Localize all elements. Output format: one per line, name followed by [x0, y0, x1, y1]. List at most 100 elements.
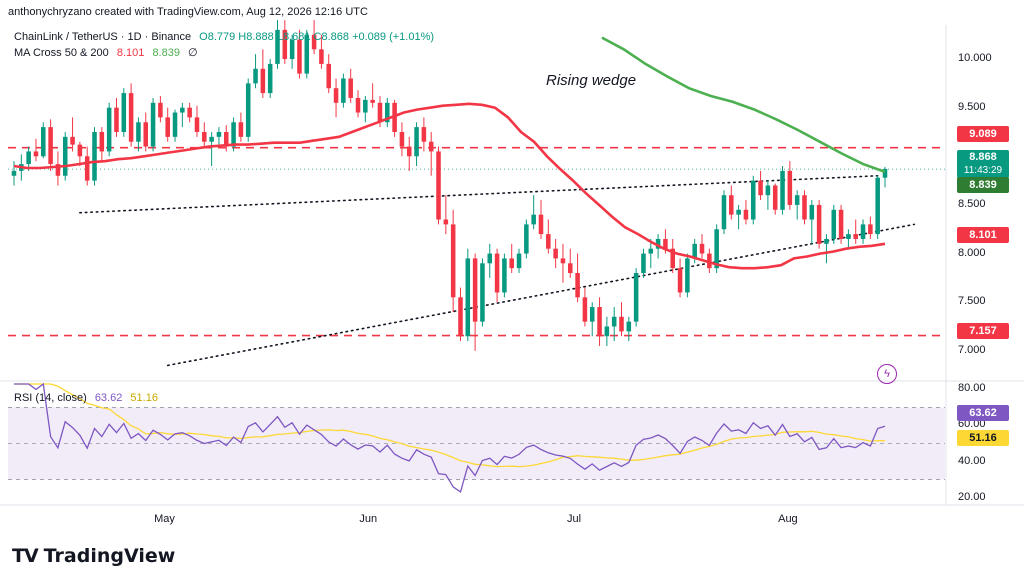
wedge-lower-trendline	[166, 223, 916, 367]
candle-body	[816, 204, 822, 244]
rsi-line	[14, 382, 886, 493]
candle-body	[604, 326, 610, 337]
candle-body	[663, 238, 668, 249]
ma200-line	[601, 36, 886, 174]
candle-body	[860, 224, 866, 239]
candle-body	[729, 195, 734, 215]
candle-body	[165, 117, 170, 137]
flash-icon[interactable]: ϟ	[877, 364, 897, 384]
candle-body	[685, 258, 690, 293]
candle-body	[772, 185, 778, 210]
rsi-tick-label: 20.00	[958, 490, 986, 503]
chart-credit: anthonychryzano created with TradingView…	[8, 6, 368, 18]
candle-body	[216, 131, 222, 137]
brand-name: TradingView	[43, 545, 176, 567]
rsi-value: 63.62	[94, 392, 123, 404]
rsi-tick-label: 60.00	[958, 418, 986, 431]
candle-body	[838, 209, 844, 239]
rsi-tick-label: 40.00	[958, 454, 986, 467]
candle-body	[238, 122, 244, 137]
candle-body	[77, 144, 83, 157]
candle-body	[875, 177, 880, 235]
time-tick-label: May	[154, 513, 175, 525]
candle-body	[787, 170, 793, 205]
candle-body	[62, 136, 68, 176]
candle-body	[406, 146, 412, 157]
ma50-line	[13, 102, 886, 270]
candle-body	[355, 97, 361, 113]
candle-body	[516, 253, 522, 269]
last-price-tag: 8.868 11:43:29	[957, 150, 1009, 178]
candle-body	[370, 99, 375, 103]
ma50-tag: 8.101	[957, 227, 1009, 243]
candle-body	[297, 39, 302, 74]
candle-body	[641, 253, 646, 274]
candle-body	[209, 136, 214, 142]
candle-body	[472, 258, 478, 322]
candle-body	[824, 238, 829, 244]
rsi-ma-tag: 51.16	[957, 430, 1009, 446]
candle-body	[304, 34, 310, 74]
candle-body	[150, 102, 156, 147]
rsi-tag: 63.62	[957, 405, 1009, 421]
candle-body	[99, 131, 105, 152]
candle-body	[597, 307, 602, 337]
tradingview-logo: TV TradingView	[12, 545, 175, 567]
rsi-ma-line	[14, 383, 886, 468]
candle-body	[611, 316, 617, 327]
candle-body	[714, 229, 719, 269]
ma200-value: 8.839	[152, 47, 180, 59]
candle-body	[48, 127, 53, 165]
candle-body	[670, 248, 676, 269]
candle-body	[92, 131, 97, 181]
ohlc-values: O8.779 H8.888 L8.681 C8.868 +0.089 (+1.0…	[199, 31, 435, 43]
rsi-tick-label: 80.00	[958, 382, 986, 395]
ma200-tag: 8.839	[957, 177, 1009, 193]
candle-body	[377, 102, 383, 123]
rsi-band	[8, 407, 945, 480]
candle-body	[868, 224, 873, 235]
candle-body	[158, 102, 163, 118]
candle-body	[794, 195, 800, 205]
candle-body	[143, 122, 149, 147]
candle-body	[502, 258, 507, 293]
candle-body	[677, 268, 683, 293]
candle-body	[480, 263, 485, 322]
candle-body	[699, 243, 705, 254]
time-tick-label: Jun	[359, 513, 378, 525]
candle-body	[363, 99, 368, 113]
candle-body	[648, 248, 654, 254]
time-tick-label: Aug	[778, 513, 798, 525]
level-high-tag: 9.089	[957, 126, 1009, 142]
rsi-label: RSI (14, close)	[14, 392, 87, 404]
candle-body	[282, 29, 288, 60]
candle-body	[275, 29, 280, 64]
candle-body	[802, 195, 807, 220]
ma-extra: ∅	[188, 47, 198, 59]
candle-body	[465, 258, 471, 337]
candle-body	[180, 107, 185, 113]
candle-body	[414, 127, 419, 157]
candle-body	[546, 234, 551, 249]
candle-body	[487, 253, 493, 264]
candle-body	[399, 131, 405, 147]
candle-body	[494, 253, 500, 293]
candle-body	[633, 273, 639, 322]
candle-body	[11, 170, 17, 176]
ma-label: MA Cross 50 & 200	[14, 47, 109, 59]
candle-body	[84, 156, 90, 181]
last-price: 8.868	[969, 151, 997, 163]
candle-body	[589, 307, 595, 322]
price-tick-label: 10.000	[958, 52, 992, 65]
candle-body	[187, 107, 192, 118]
candle-body	[655, 238, 661, 249]
candle-body	[743, 209, 749, 220]
candle-body	[260, 68, 266, 94]
candle-body	[311, 34, 317, 50]
candle-body	[692, 243, 697, 259]
candle-body	[750, 180, 756, 220]
ma-legend: MA Cross 50 & 200 8.101 8.839 ∅	[14, 46, 203, 59]
price-tick-label: 7.000	[958, 343, 986, 356]
candle-body	[421, 127, 427, 142]
